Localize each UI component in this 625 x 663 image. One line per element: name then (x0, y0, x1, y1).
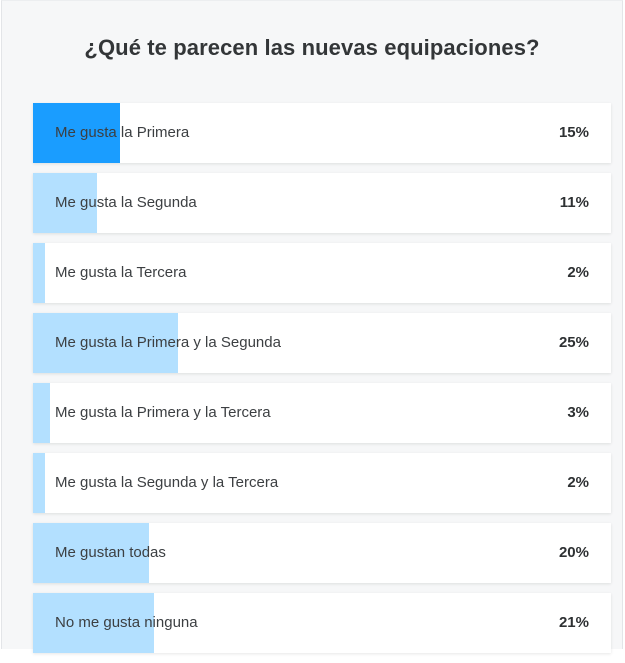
poll-option[interactable]: Me gusta la Primera y la Segunda 25% (33, 313, 611, 373)
option-label: No me gusta ninguna (55, 614, 198, 631)
poll-option[interactable]: Me gusta la Segunda y la Tercera 2% (33, 453, 611, 513)
option-label: Me gustan todas (55, 544, 166, 561)
result-bar (33, 383, 51, 443)
option-percent: 25% (558, 334, 589, 351)
poll-option[interactable]: Me gusta la Tercera 2% (33, 243, 611, 303)
poll-option[interactable]: No me gusta ninguna 21% (33, 593, 611, 653)
option-percent: 20% (558, 544, 589, 561)
option-label: Me gusta la Segunda (55, 194, 197, 211)
option-label: Me gusta la Segunda y la Tercera (55, 474, 279, 491)
result-bar (33, 593, 155, 653)
result-bar (33, 313, 178, 373)
result-bar (33, 453, 45, 513)
poll-option[interactable]: Me gusta la Segunda 11% (33, 173, 611, 233)
option-label: Me gusta la Tercera (55, 264, 187, 281)
option-label: Me gusta la Primera y la Tercera (55, 404, 271, 421)
poll-options: Me gusta la Primera 15% Me gusta la Segu… (33, 103, 611, 663)
result-bar (33, 523, 149, 583)
poll-title: ¿Qué te parecen las nuevas equipaciones? (84, 35, 540, 60)
option-percent: 11% (559, 194, 589, 211)
option-percent: 3% (567, 404, 589, 421)
option-percent: 2% (567, 474, 589, 491)
poll-option[interactable]: Me gusta la Primera 15% (33, 103, 611, 163)
option-percent: 21% (558, 614, 589, 631)
option-percent: 2% (567, 264, 589, 281)
poll-option[interactable]: Me gustan todas 20% (33, 523, 611, 583)
poll-option[interactable]: Me gusta la Primera y la Tercera 3% (33, 383, 611, 443)
result-bar (33, 173, 97, 233)
option-percent: 15% (558, 124, 589, 141)
result-bar (33, 243, 45, 303)
option-label: Me gusta la Primera (55, 124, 190, 141)
option-label: Me gusta la Primera y la Segunda (55, 334, 281, 351)
result-bar (33, 103, 120, 163)
